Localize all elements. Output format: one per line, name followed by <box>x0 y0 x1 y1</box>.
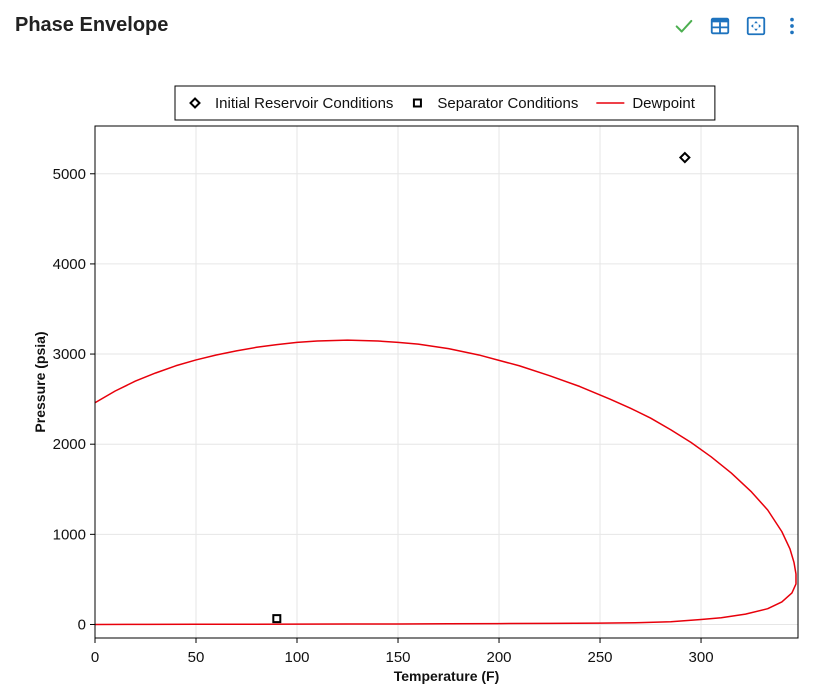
y-tick-label: 5000 <box>53 166 86 183</box>
legend-label: Dewpoint <box>632 95 695 112</box>
legend-diamond-marker <box>189 97 201 109</box>
legend-item[interactable]: Dewpoint <box>596 95 696 112</box>
more-vert-icon[interactable] <box>780 14 804 38</box>
grid-lines <box>94 126 798 638</box>
y-tick-label: 1000 <box>53 526 86 543</box>
y-axis-title: Pressure (psia) <box>32 331 48 432</box>
y-tick-label: 0 <box>78 616 86 633</box>
check-icon[interactable] <box>672 14 696 38</box>
axes: 0 50 100 150 200 250 300010002000300040005000T… <box>32 151 714 684</box>
legend-label: Initial Reservoir Conditions <box>215 95 393 112</box>
x-tick-label: 50 <box>188 649 205 666</box>
x-axis-title: Temperature (F) <box>394 668 500 684</box>
separator-point <box>272 614 282 624</box>
table-icon[interactable] <box>708 14 732 38</box>
dewpoint-curve <box>95 339 797 626</box>
panel-title: Phase Envelope <box>15 14 169 36</box>
x-tick-label: 150 <box>386 649 411 666</box>
legend-box <box>174 85 716 121</box>
x-tick-label: 100 <box>284 649 309 666</box>
y-tick-label: 2000 <box>53 436 86 453</box>
y-tick-label: 4000 <box>53 256 86 273</box>
plot-series <box>95 339 797 626</box>
expand-icon[interactable] <box>744 14 768 38</box>
legend[interactable]: Initial Reservoir Conditions Separator Co… <box>174 85 716 121</box>
panel-header: Phase Envelope <box>0 0 830 56</box>
legend-square-marker <box>412 98 422 108</box>
y-tick-label: 3000 <box>53 346 86 363</box>
plot-frame <box>94 125 799 639</box>
legend-label: Separator Conditions <box>437 95 578 112</box>
x-tick-label: 200 <box>487 649 512 666</box>
x-tick-label: 300 <box>689 649 714 666</box>
legend-item[interactable]: Initial Reservoir Conditions <box>189 95 394 112</box>
x-tick-label: 250 <box>588 649 613 666</box>
initial-reservoir-point <box>678 151 691 164</box>
x-tick-label: 0 <box>91 649 99 666</box>
legend-item[interactable]: Separator Conditions <box>412 95 578 112</box>
